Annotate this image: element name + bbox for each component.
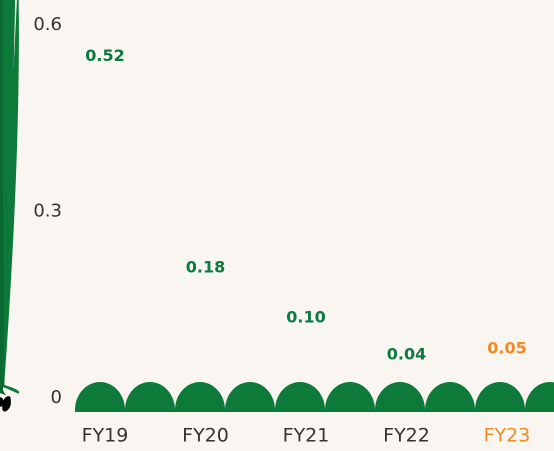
value-label: 0.10 (286, 307, 325, 326)
value-label: 0.05 (487, 338, 526, 357)
value-label: 0.52 (85, 46, 124, 65)
ground-hump (325, 382, 375, 410)
x-tick-label: FY22 (383, 425, 430, 447)
x-tick-label: FY19 (82, 425, 129, 447)
value-label: 0.18 (186, 258, 225, 277)
y-tick-label: 0.6 (33, 14, 62, 35)
ground-hump (75, 382, 125, 410)
x-tick-label: FY23 (484, 425, 531, 447)
y-tick-label: 0 (51, 387, 62, 408)
ground-hump (425, 382, 475, 410)
ground-hump (525, 382, 554, 410)
plant (0, 385, 19, 413)
ground-hump (475, 382, 525, 410)
ground-hump (125, 382, 175, 410)
value-label: 0.04 (387, 345, 426, 364)
x-tick-label: FY20 (182, 425, 229, 447)
ground-hump (375, 382, 425, 410)
y-tick-label: 0.3 (33, 201, 62, 222)
ground-line (75, 409, 554, 412)
chart: 0 0.3 0.6 FY19 0.52 FY20 0.18 FY21 0.10 FY22 0.04 F… (0, 0, 554, 451)
ground-hump (225, 382, 275, 410)
ground-hump (275, 382, 325, 410)
ground-hump (175, 382, 225, 410)
x-tick-label: FY21 (283, 425, 330, 447)
